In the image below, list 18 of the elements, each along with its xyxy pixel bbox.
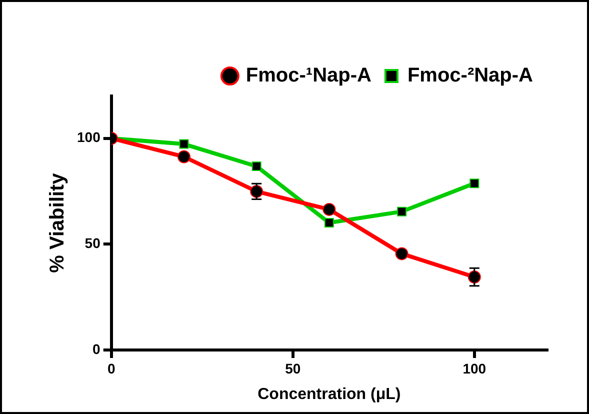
x-tick-label: 100 [462, 360, 486, 376]
x-tick-label: 50 [285, 360, 301, 376]
point [395, 247, 408, 260]
y-tick-label: 100 [77, 129, 101, 146]
point [177, 150, 190, 164]
x-axis-title: Concentration (μL) [258, 386, 401, 403]
point [179, 139, 189, 149]
point [397, 206, 407, 216]
y-tick-label: 50 [84, 235, 101, 252]
x-tick-label: 0 [107, 360, 116, 376]
y-axis-title: % Viability [46, 172, 69, 273]
legend-label: Fmoc-²Nap-A [407, 64, 533, 87]
point [470, 178, 480, 188]
point [252, 162, 262, 172]
y-tick-label: 0 [92, 340, 101, 357]
point [324, 218, 334, 228]
point [322, 202, 336, 216]
legend-label: Fmoc-¹Nap-A [246, 64, 372, 87]
